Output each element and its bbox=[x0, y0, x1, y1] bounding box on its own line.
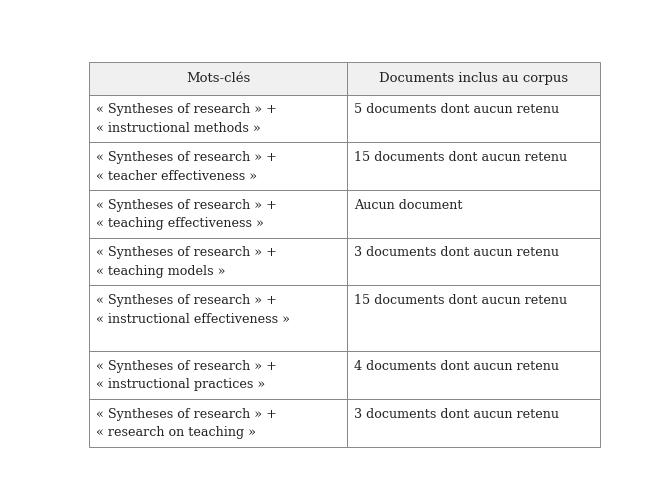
Text: « Syntheses of research » +: « Syntheses of research » + bbox=[96, 103, 277, 116]
Bar bbox=[347, 238, 599, 285]
Bar bbox=[89, 190, 347, 238]
Bar bbox=[89, 238, 347, 285]
Text: « Syntheses of research » +: « Syntheses of research » + bbox=[96, 360, 277, 373]
Bar bbox=[347, 95, 599, 143]
Bar bbox=[347, 285, 599, 351]
Bar bbox=[89, 143, 347, 190]
Text: « instructional methods »: « instructional methods » bbox=[96, 122, 261, 135]
Text: 15 documents dont aucun retenu: 15 documents dont aucun retenu bbox=[353, 151, 567, 164]
Text: « Syntheses of research » +: « Syntheses of research » + bbox=[96, 151, 277, 164]
Text: « teaching effectiveness »: « teaching effectiveness » bbox=[96, 217, 264, 230]
Bar bbox=[347, 190, 599, 238]
Bar bbox=[347, 351, 599, 399]
Bar bbox=[89, 62, 347, 95]
Text: « instructional effectiveness »: « instructional effectiveness » bbox=[96, 312, 290, 326]
Text: Mots-clés: Mots-clés bbox=[186, 72, 250, 85]
Bar bbox=[89, 399, 347, 447]
Text: « Syntheses of research » +: « Syntheses of research » + bbox=[96, 408, 277, 420]
Bar bbox=[347, 190, 599, 238]
Text: « instructional practices »: « instructional practices » bbox=[96, 379, 265, 392]
Text: 3 documents dont aucun retenu: 3 documents dont aucun retenu bbox=[353, 246, 558, 259]
Bar bbox=[89, 238, 347, 285]
Bar bbox=[89, 143, 347, 190]
Text: « teaching models »: « teaching models » bbox=[96, 265, 226, 278]
Bar bbox=[89, 285, 347, 351]
Bar bbox=[347, 238, 599, 285]
Bar bbox=[347, 143, 599, 190]
Text: « research on teaching »: « research on teaching » bbox=[96, 426, 256, 439]
Text: 5 documents dont aucun retenu: 5 documents dont aucun retenu bbox=[353, 103, 559, 116]
Bar bbox=[347, 62, 599, 95]
Bar bbox=[347, 351, 599, 399]
Text: « Syntheses of research » +: « Syntheses of research » + bbox=[96, 199, 277, 212]
Text: « teacher effectiveness »: « teacher effectiveness » bbox=[96, 169, 257, 182]
Text: 4 documents dont aucun retenu: 4 documents dont aucun retenu bbox=[353, 360, 558, 373]
Text: 3 documents dont aucun retenu: 3 documents dont aucun retenu bbox=[353, 408, 558, 420]
Bar bbox=[89, 351, 347, 399]
Bar bbox=[89, 351, 347, 399]
Bar bbox=[347, 399, 599, 447]
Text: « Syntheses of research » +: « Syntheses of research » + bbox=[96, 294, 277, 307]
Text: Documents inclus au corpus: Documents inclus au corpus bbox=[379, 72, 568, 85]
Bar bbox=[89, 285, 347, 351]
Text: Aucun document: Aucun document bbox=[353, 199, 462, 212]
Text: 15 documents dont aucun retenu: 15 documents dont aucun retenu bbox=[353, 294, 567, 307]
Bar bbox=[347, 285, 599, 351]
Bar bbox=[347, 399, 599, 447]
Bar bbox=[347, 143, 599, 190]
Bar bbox=[89, 190, 347, 238]
Bar bbox=[347, 62, 599, 95]
Bar bbox=[89, 95, 347, 143]
Bar bbox=[347, 95, 599, 143]
Bar bbox=[89, 62, 347, 95]
Bar bbox=[89, 399, 347, 447]
Bar bbox=[89, 95, 347, 143]
Text: « Syntheses of research » +: « Syntheses of research » + bbox=[96, 246, 277, 259]
